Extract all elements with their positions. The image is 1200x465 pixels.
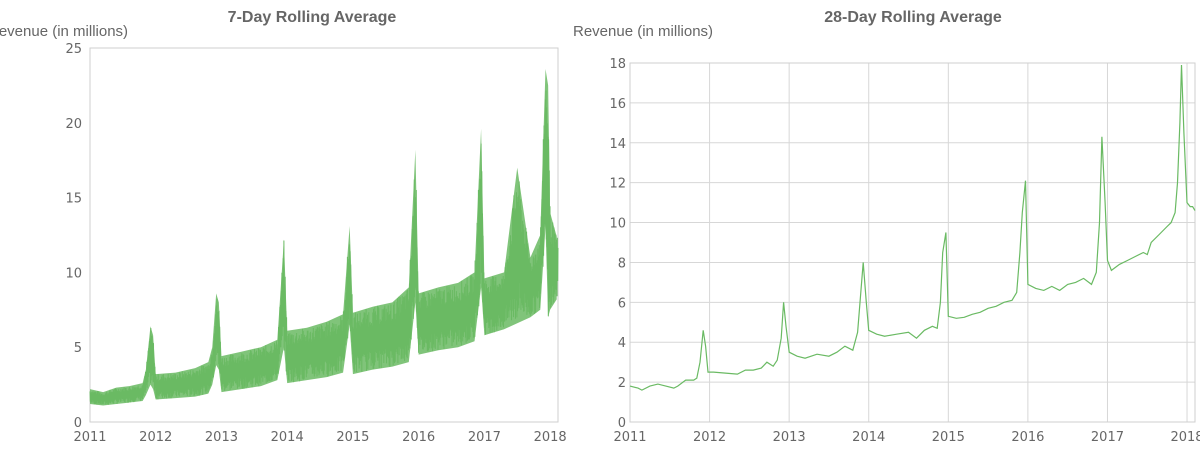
y-tick-label: 4 [618,336,626,351]
series-line [89,90,559,405]
series-28-day [629,64,1196,391]
y-tick-label: 0 [74,416,82,431]
x-tick-label: 2015 [932,430,965,445]
x-tick-label: 2014 [271,430,304,445]
chart-28-day: 28-Day Rolling Average Revenue (in milli… [573,9,1200,445]
x-tick-label: 2017 [1091,430,1124,445]
y-tick-label: 18 [609,57,626,72]
plot-area-7-day [89,47,559,423]
x-tick-label: 2013 [773,430,806,445]
x-tick-label: 2011 [73,430,106,445]
y-tick-label: 12 [609,177,626,192]
y-tick-label: 5 [74,341,82,356]
y-tick-label: 8 [618,256,626,271]
series-7-day [89,68,559,406]
y-tick-label: 14 [609,137,626,152]
x-tick-label: 2016 [1011,430,1044,445]
chart-title-7-day: 7-Day Rolling Average [228,9,397,26]
x-tick-label: 2016 [402,430,435,445]
plot-area-28-day [629,62,1196,423]
x-tick-label: 2015 [336,430,369,445]
x-tick-label: 2017 [468,430,501,445]
y-tick-label: 20 [65,117,82,132]
y-tick-label: 25 [65,42,82,57]
x-ticks-28-day: 2011 2012 2013 2014 2015 2016 2017 2018 [613,430,1200,445]
y-axis-label-7-day: Revenue (in millions) [0,23,128,40]
chart-7-day: 7-Day Rolling Average Revenue (in millio… [0,9,567,445]
y-ticks-7-day: 0 5 10 15 20 25 [65,42,82,431]
x-tick-label: 2014 [852,430,885,445]
y-tick-label: 2 [618,376,626,391]
y-tick-label: 6 [618,296,626,311]
series-line [629,64,1196,391]
chart-title-28-day: 28-Day Rolling Average [824,9,1002,26]
x-tick-label: 2018 [534,430,567,445]
x-ticks-7-day: 2011 2012 2013 2014 2015 2016 2017 2018 [73,430,566,445]
y-tick-label: 10 [609,217,626,232]
x-tick-label: 2018 [1170,430,1200,445]
x-tick-label: 2011 [613,430,646,445]
y-tick-label: 15 [65,192,82,207]
y-axis-label-28-day: Revenue (in millions) [573,23,713,40]
y-tick-label: 10 [65,266,82,281]
x-tick-label: 2013 [205,430,238,445]
y-ticks-28-day: 0 2 4 6 8 10 12 14 16 18 [609,57,626,431]
x-tick-label: 2012 [139,430,172,445]
y-tick-label: 0 [618,416,626,431]
x-tick-label: 2012 [693,430,726,445]
grid-28-day [629,62,1195,423]
y-tick-label: 16 [609,97,626,112]
